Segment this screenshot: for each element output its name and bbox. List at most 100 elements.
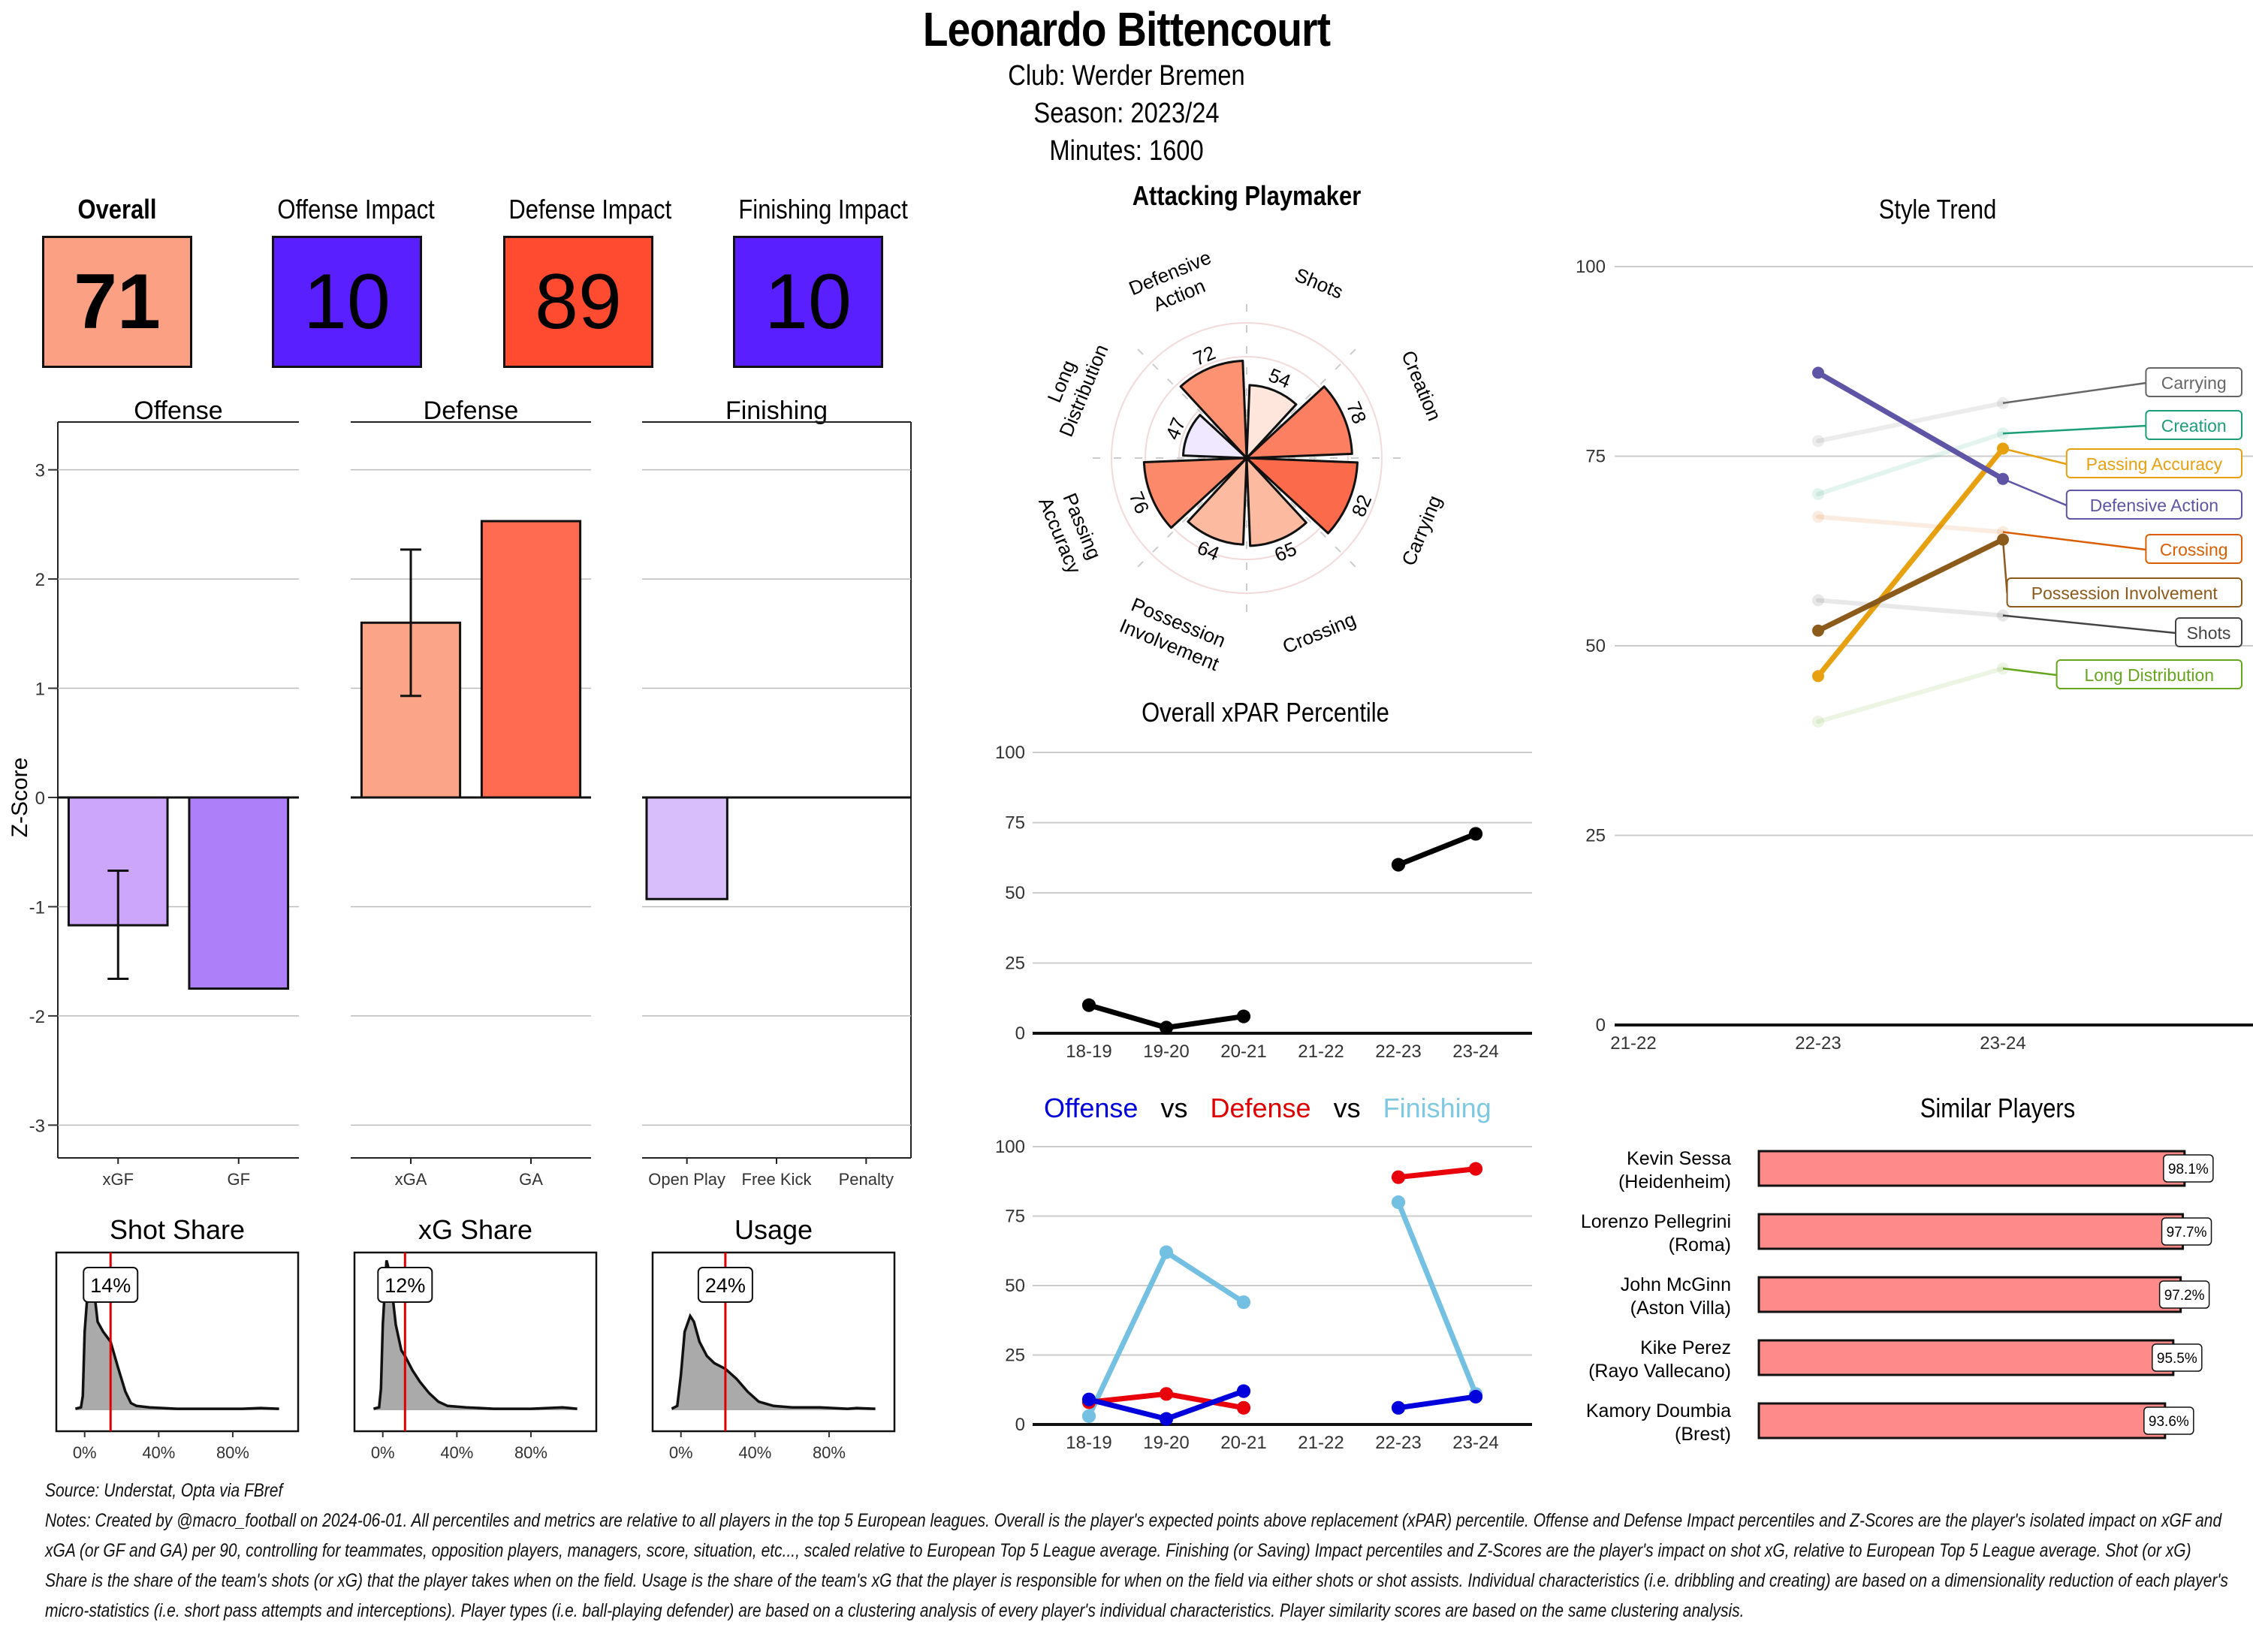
zscore-ytick-label: 3 bbox=[35, 461, 45, 481]
series-line bbox=[1816, 400, 2005, 444]
density-area bbox=[671, 1316, 876, 1410]
offense-defense-finishing-chart: 0 25 50 75 100 18-19 19-20 20-21 21-22 22-23 23-24 bbox=[995, 1137, 1532, 1453]
xpar-title: Overall xPAR Percentile bbox=[1142, 697, 1389, 728]
player-club: (Aston Villa) bbox=[1630, 1298, 1731, 1319]
facet-title: Defense bbox=[424, 396, 519, 425]
player-club: (Roma) bbox=[1669, 1234, 1731, 1256]
label-leader bbox=[2002, 614, 2176, 635]
bar-ga bbox=[480, 520, 582, 799]
xtick-label: Free Kick bbox=[742, 1170, 813, 1189]
odf-series-defense bbox=[1081, 1162, 1483, 1415]
radar-wedge-crossing bbox=[1245, 457, 1307, 547]
series-label: Long Distribution bbox=[2084, 665, 2214, 685]
radar-wedge-creation bbox=[1245, 385, 1353, 460]
odf-xtick-label: 22-23 bbox=[1375, 1433, 1421, 1453]
similarity-label-box bbox=[2158, 1280, 2210, 1309]
player-name: Leonardo Bittencourt bbox=[922, 2, 1331, 56]
xpar-xtick-label: 21-22 bbox=[1298, 1042, 1344, 1062]
xpar-percentile-chart: 0 25 50 75 100 18-19 19-20 20-21 21-22 22-23 23-24 bbox=[995, 743, 1532, 1062]
similarity-label-box bbox=[2152, 1343, 2203, 1372]
similarity-label: 97.2% bbox=[2164, 1288, 2205, 1304]
density-panel-xg-share: xG Share 12% 0% 40% 80% bbox=[353, 1214, 598, 1462]
bar-gf bbox=[188, 796, 290, 990]
data-point bbox=[1812, 716, 1824, 728]
kpi-offense-impact: Offense Impact bbox=[266, 194, 434, 225]
series-label: Shots bbox=[2187, 623, 2231, 643]
data-point bbox=[1997, 533, 2009, 546]
radar-axis bbox=[1131, 342, 1233, 445]
zscore-facet-finishing: Finishing Open Play Free Kick Penalty bbox=[642, 396, 912, 1189]
marker-label-box bbox=[377, 1267, 433, 1303]
odf-series-finishing bbox=[1081, 1195, 1483, 1423]
density-title: Shot Share bbox=[110, 1214, 245, 1245]
label-leader bbox=[2002, 531, 2146, 551]
style-trend-chart: 0 25 50 75 100 21-22 22-23 23-24 Carrying Creatio… bbox=[1576, 257, 2253, 1054]
data-point bbox=[1812, 511, 1824, 523]
player-name: Kevin Sessa bbox=[1627, 1148, 1731, 1169]
series-line bbox=[1816, 431, 2005, 496]
xpar-xtick-label: 22-23 bbox=[1375, 1042, 1421, 1062]
style-trend-title: Style Trend bbox=[1878, 194, 1997, 225]
radar-category-label: DefensiveAction bbox=[1126, 246, 1224, 322]
radar-wedge-carrying bbox=[1245, 457, 1359, 535]
kpi-defense-impact: Defense Impact bbox=[497, 194, 671, 225]
data-point bbox=[1159, 1020, 1174, 1035]
xpar-xtick-label: 23-24 bbox=[1452, 1042, 1498, 1062]
marker-label-box bbox=[83, 1267, 139, 1303]
series-line bbox=[1816, 514, 2005, 535]
density-frame bbox=[651, 1251, 896, 1433]
xpar-ytick-label: 25 bbox=[1005, 954, 1025, 974]
radar-wedge-possession-involvement bbox=[1187, 457, 1248, 546]
source-note: Source: Understat, Opta via FBref bbox=[45, 1480, 283, 1501]
zscore-facet-defense: Defense xGA GA bbox=[351, 396, 591, 1189]
xtick-label: xGF bbox=[102, 1170, 134, 1189]
series-label-box bbox=[2145, 410, 2243, 440]
zscore-chart: Z-Score 3 2 1 0 -1 -2 -3 Offense xGF GF Defense xGA G… bbox=[8, 396, 912, 1189]
player-club: (Heidenheim) bbox=[1618, 1171, 1731, 1192]
similar-players-title: Similar Players bbox=[1920, 1093, 2076, 1123]
radar-category-label: Shots bbox=[1292, 264, 1347, 303]
xtick-label: 80% bbox=[514, 1443, 547, 1462]
facet-title: Offense bbox=[134, 396, 222, 425]
similarity-bar bbox=[1757, 1402, 2167, 1439]
odf-ytick-label: 50 bbox=[1005, 1276, 1025, 1296]
xpar-ytick-label: 50 bbox=[1005, 883, 1025, 903]
series-label-box bbox=[2145, 367, 2243, 397]
similarity-bar bbox=[1757, 1276, 2182, 1313]
style-ytick-label: 75 bbox=[1585, 447, 1606, 467]
series-label-box bbox=[2006, 577, 2242, 607]
style-ytick-label: 25 bbox=[1585, 826, 1606, 846]
marker-label: 14% bbox=[90, 1274, 131, 1297]
xpar-xtick-label: 20-21 bbox=[1220, 1042, 1266, 1062]
data-point bbox=[1236, 1384, 1251, 1398]
xtick-label: 0% bbox=[73, 1443, 97, 1462]
style-ytick-label: 100 bbox=[1576, 257, 1606, 277]
series-label-box bbox=[2175, 617, 2242, 647]
similarity-label: 97.7% bbox=[2167, 1225, 2207, 1241]
footer-notes: Source: Understat, Opta via FBref Notes:… bbox=[45, 1476, 2238, 1626]
style-ytick-label: 0 bbox=[1596, 1015, 1606, 1036]
similarity-label: 93.6% bbox=[2149, 1414, 2189, 1430]
density-area bbox=[75, 1268, 279, 1410]
similar-players-chart: Kevin Sessa(Heidenheim) 98.1% Lorenzo Pell… bbox=[1581, 1148, 2214, 1445]
label-leader bbox=[2002, 381, 2146, 405]
series-line bbox=[1395, 831, 1479, 868]
marker-label: 12% bbox=[385, 1274, 425, 1297]
data-point bbox=[1391, 1170, 1406, 1184]
data-point bbox=[1468, 827, 1483, 841]
kpi-finishing-impact-label: Finishing Impact bbox=[738, 194, 908, 225]
xtick-label: 0% bbox=[669, 1443, 693, 1462]
player-club: (Brest) bbox=[1675, 1424, 1731, 1445]
minutes-line: Minutes: 1600 bbox=[1049, 135, 1204, 167]
odf-xtick-label: 19-20 bbox=[1143, 1433, 1189, 1453]
methodology-notes: Notes: Created by @macro_football on 202… bbox=[45, 1510, 2228, 1621]
data-point bbox=[1159, 1245, 1174, 1259]
similar-player-row: John McGinn (Aston Villa) 97.2% bbox=[1621, 1274, 2210, 1319]
radar-ring bbox=[1111, 322, 1383, 594]
season-line: Season: 2023/24 bbox=[1033, 98, 1220, 129]
data-point bbox=[1812, 488, 1824, 500]
style-series-carrying: Carrying bbox=[1812, 367, 2243, 448]
xpar-ytick-label: 100 bbox=[995, 743, 1025, 763]
odf-title-vs-2: vs bbox=[1333, 1093, 1361, 1123]
